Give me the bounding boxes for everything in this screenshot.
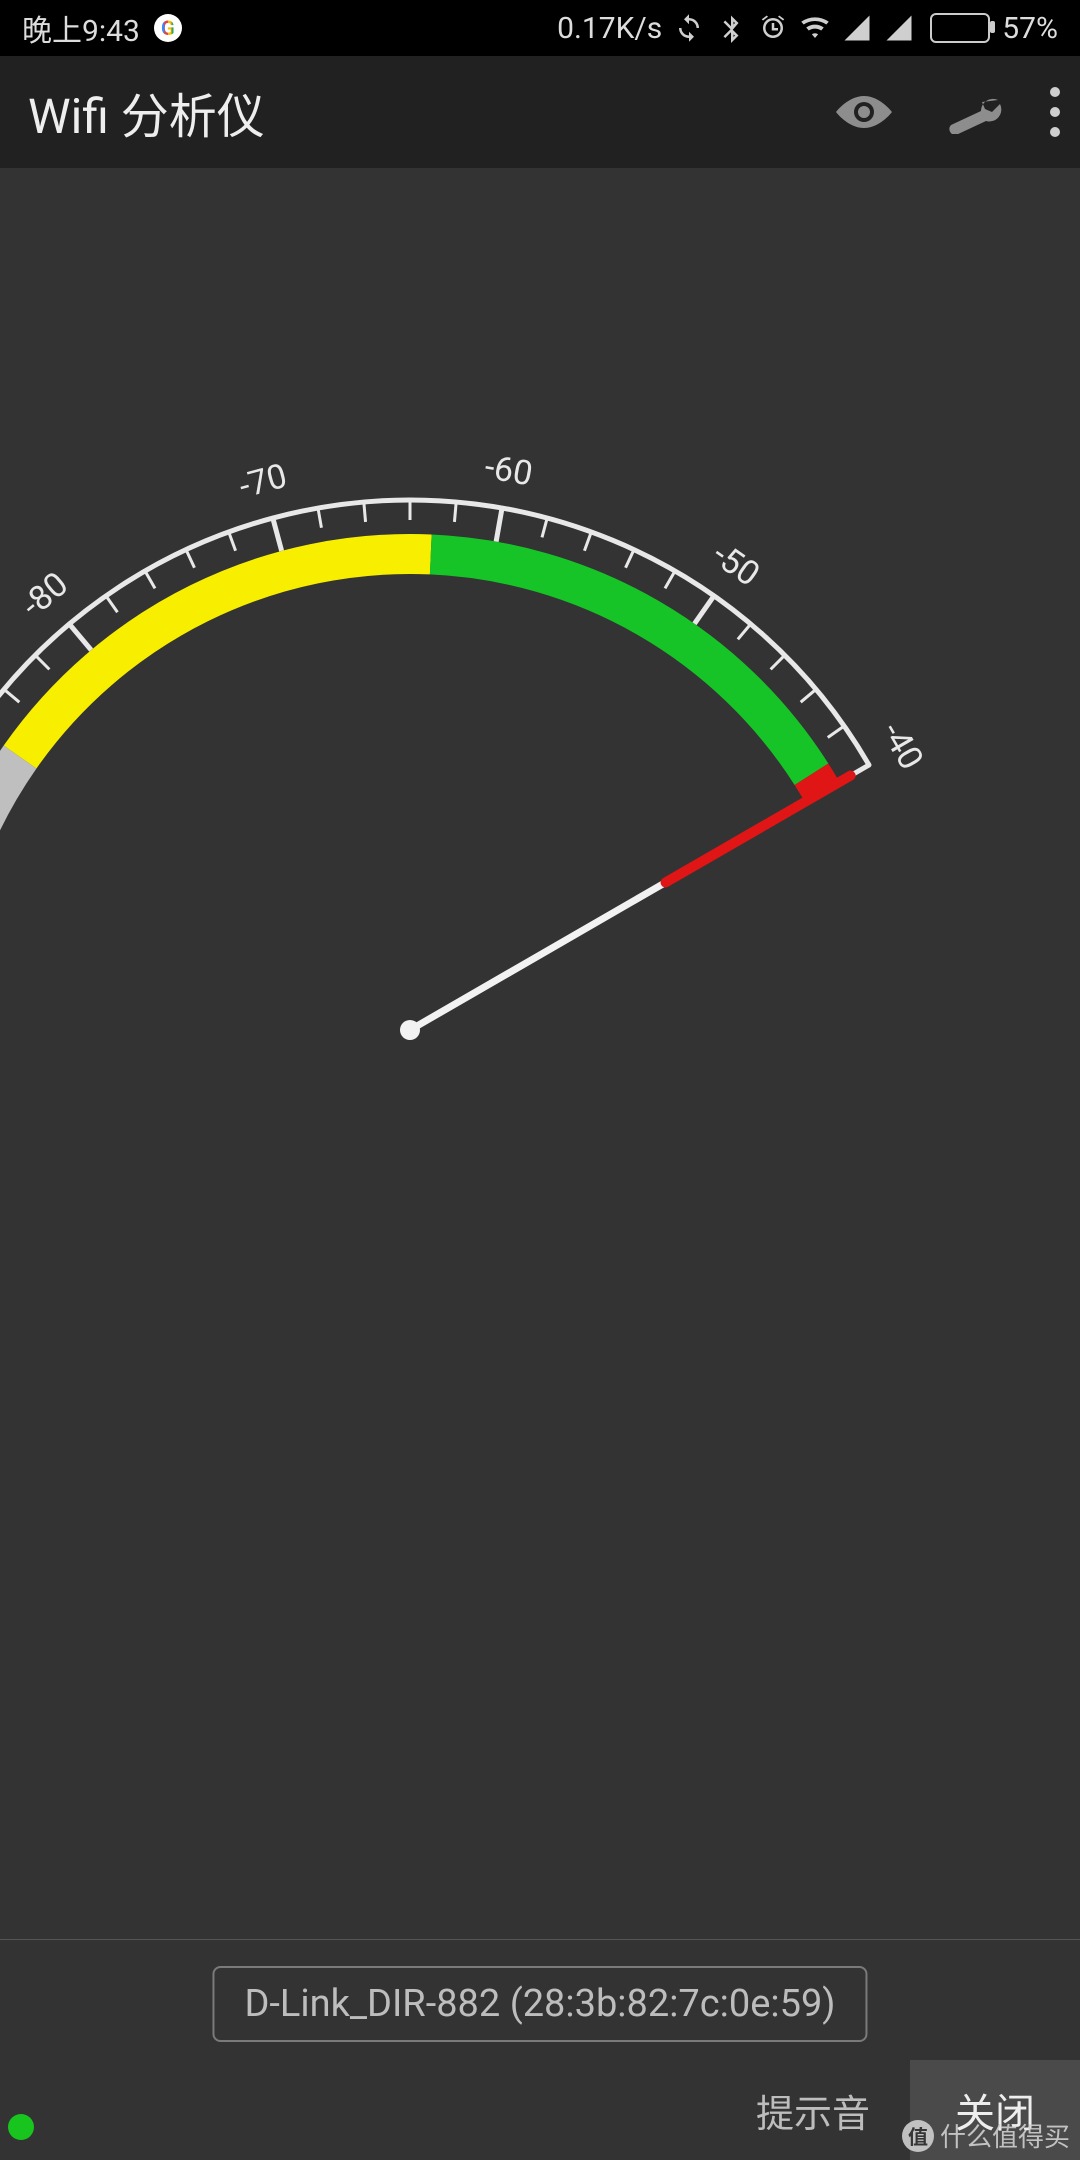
watermark: 值 什么值得买: [902, 2117, 1070, 2154]
watermark-badge-icon: 值: [902, 2120, 934, 2152]
wifi-icon: [800, 13, 830, 43]
battery-icon: [930, 13, 990, 43]
signal-gauge: -100-90-80-70-60-50-40dBm: [0, 168, 1080, 2160]
status-left: 晚上9:43 G: [22, 6, 182, 50]
ssid-text: D-Link_DIR-882 (28:3b:82:7c:0e:59): [244, 1982, 835, 2026]
gauge-area: -100-90-80-70-60-50-40dBm D-Link_DIR-882…: [0, 168, 1080, 2160]
status-right: 0.17K/s 57%: [557, 11, 1058, 46]
wrench-icon[interactable]: [940, 90, 1004, 134]
status-dot-icon: [8, 2114, 34, 2140]
google-icon: G: [154, 14, 182, 42]
app-actions: [832, 85, 1062, 139]
alarm-icon: [758, 13, 788, 43]
eye-icon[interactable]: [832, 90, 896, 134]
signal-2-icon: [884, 13, 914, 43]
svg-text:-60: -60: [482, 447, 536, 495]
sync-icon: [674, 13, 704, 43]
svg-text:-70: -70: [235, 456, 291, 507]
network-selector[interactable]: D-Link_DIR-882 (28:3b:82:7c:0e:59): [212, 1966, 867, 2042]
bluetooth-icon: [716, 13, 746, 43]
overflow-menu-icon[interactable]: [1048, 85, 1062, 139]
app-title: Wifi 分析仪: [28, 77, 265, 147]
tone-label: 提示音: [756, 2083, 870, 2138]
divider: [0, 1939, 1080, 1940]
status-time: 晚上9:43: [22, 6, 140, 50]
signal-1-icon: [842, 13, 872, 43]
app-bar: Wifi 分析仪: [0, 56, 1080, 168]
svg-text:-40: -40: [873, 715, 931, 776]
status-speed: 0.17K/s: [557, 11, 662, 46]
status-bar: 晚上9:43 G 0.17K/s 57%: [0, 0, 1080, 56]
svg-text:-80: -80: [14, 564, 76, 625]
watermark-text: 什么值得买: [940, 2117, 1070, 2154]
battery-text: 57%: [1002, 11, 1058, 46]
svg-text:-50: -50: [705, 535, 767, 595]
